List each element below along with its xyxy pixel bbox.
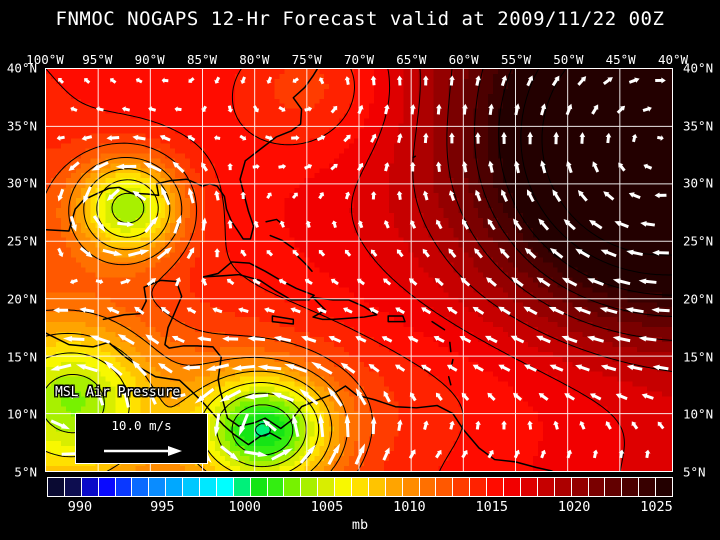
wind-arrow-icon — [103, 446, 182, 456]
colorbar-cell-34 — [622, 478, 640, 496]
colorbar-cell-29 — [537, 478, 555, 496]
colorbar-cell-3 — [98, 478, 116, 496]
colorbar-cell-28 — [520, 478, 538, 496]
colorbar-cell-27 — [504, 478, 521, 496]
lon-tick-1: 95°W — [82, 52, 113, 67]
colorbar-cell-13 — [267, 478, 285, 496]
colorbar-tick-2: 1000 — [228, 499, 261, 515]
colorbar-cell-25 — [470, 478, 488, 496]
colorbar-cell-36 — [656, 478, 672, 496]
colorbar-tick-4: 1010 — [393, 499, 426, 515]
colorbar-tick-5: 1015 — [475, 499, 509, 515]
pressure-field — [46, 69, 672, 471]
colorbar-cell-12 — [250, 478, 268, 496]
colorbar-tick-6: 1020 — [557, 499, 591, 515]
colorbar-tick-7: 1025 — [640, 499, 673, 515]
colorbar-cell-15 — [301, 478, 319, 496]
lat-tick-left-1: 35°N — [6, 118, 37, 134]
colorbar-unit-label: mb — [351, 517, 369, 533]
lon-tick-0: 100°W — [26, 52, 64, 67]
colorbar-cell-10 — [216, 478, 234, 496]
lat-tick-left-4: 20°N — [6, 291, 37, 307]
colorbar-cell-16 — [318, 478, 336, 496]
colorbar-cell-14 — [284, 478, 302, 496]
field-label: MSL Air Pressure — [55, 385, 181, 400]
colorbar-cell-1 — [64, 478, 82, 496]
lat-tick-right-5: 15°N — [683, 349, 714, 365]
lon-tick-5: 75°W — [291, 52, 322, 67]
lat-tick-right-2: 30°N — [683, 175, 714, 191]
map-panel — [45, 68, 673, 472]
colorbar-cell-33 — [605, 478, 623, 496]
colorbar-cell-6 — [149, 478, 167, 496]
lon-tick-3: 85°W — [186, 52, 218, 67]
lon-tick-4: 80°W — [239, 52, 270, 67]
colorbar-tick-0: 990 — [67, 499, 93, 515]
lat-tick-left-3: 25°N — [6, 233, 37, 249]
lat-tick-left-2: 30°N — [6, 175, 37, 191]
lon-tick-7: 65°W — [396, 52, 427, 67]
colorbar-cell-0 — [48, 478, 65, 496]
colorbar-cell-32 — [588, 478, 606, 496]
wind-scale-value: 10.0 m/s — [111, 418, 172, 433]
lon-tick-9: 55°W — [500, 52, 532, 67]
colorbar-cell-31 — [571, 478, 589, 496]
lat-tick-left-7: 5°N — [14, 464, 37, 480]
lat-tick-left-0: 40°N — [6, 60, 37, 76]
lon-tick-11: 45°W — [605, 52, 636, 67]
colorbar-cell-26 — [487, 478, 505, 496]
lat-tick-right-0: 40°N — [683, 60, 714, 76]
colorbar-cell-22 — [419, 478, 437, 496]
colorbar-cell-19 — [368, 478, 386, 496]
lon-tick-8: 60°W — [448, 52, 479, 67]
colorbar-cell-21 — [402, 478, 420, 496]
lon-tick-12: 40°W — [657, 52, 689, 67]
lon-tick-6: 70°W — [343, 52, 375, 67]
lon-tick-10: 50°W — [553, 52, 584, 67]
colorbar-cell-11 — [233, 478, 251, 496]
colorbar-cell-2 — [81, 478, 99, 496]
colorbar-cell-18 — [352, 478, 369, 496]
lat-tick-right-3: 25°N — [683, 233, 714, 249]
lat-tick-right-1: 35°N — [683, 118, 714, 134]
lat-tick-left-6: 10°N — [6, 406, 37, 422]
colorbar-cell-9 — [200, 478, 217, 496]
colorbar — [47, 477, 673, 497]
lat-tick-right-7: 5°N — [683, 464, 706, 480]
colorbar-tick-3: 1005 — [310, 499, 344, 515]
colorbar-cell-17 — [335, 478, 353, 496]
colorbar-cell-4 — [115, 478, 133, 496]
colorbar-cell-8 — [183, 478, 201, 496]
colorbar-cell-5 — [132, 478, 150, 496]
colorbar-cell-23 — [436, 478, 454, 496]
colorbar-cell-20 — [385, 478, 403, 496]
colorbar-cell-24 — [453, 478, 471, 496]
lat-tick-right-6: 10°N — [683, 406, 714, 422]
colorbar-cell-35 — [639, 478, 657, 496]
lon-tick-2: 90°W — [134, 52, 165, 67]
colorbar-cell-30 — [554, 478, 572, 496]
colorbar-cell-7 — [166, 478, 184, 496]
lat-tick-right-4: 20°N — [683, 291, 714, 307]
colorbar-tick-1: 995 — [150, 499, 175, 515]
page-title: FNMOC NOGAPS 12-Hr Forecast valid at 200… — [55, 8, 665, 30]
lat-tick-left-5: 15°N — [6, 349, 37, 365]
wind-scale-legend: 10.0 m/s — [75, 413, 208, 464]
